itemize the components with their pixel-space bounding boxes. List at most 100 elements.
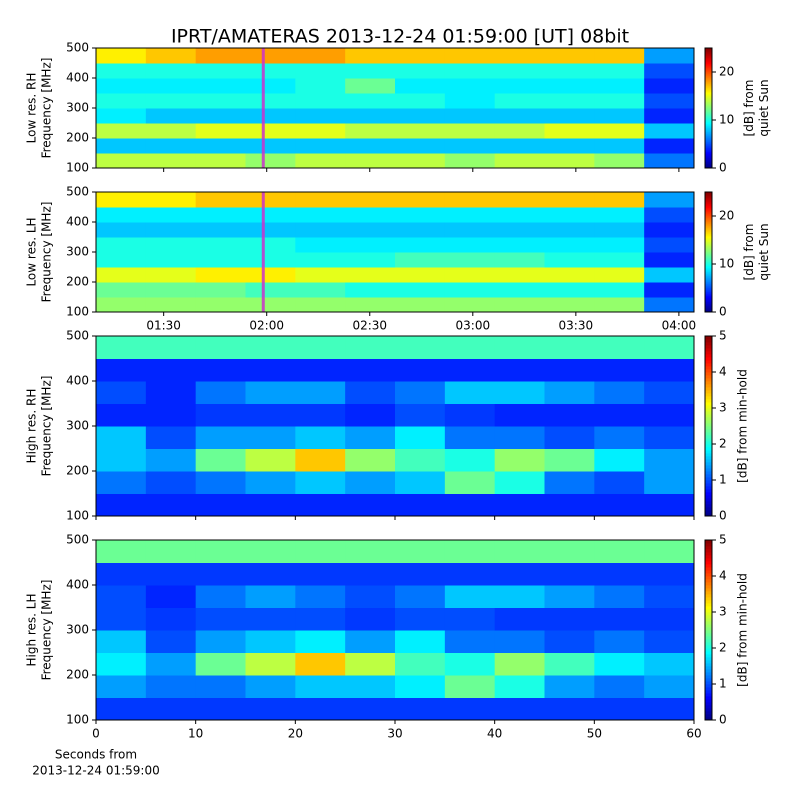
colorbar-step bbox=[705, 555, 712, 559]
heatmap-cell bbox=[544, 336, 595, 359]
colorbar-step bbox=[705, 393, 712, 397]
colorbar-step bbox=[705, 114, 712, 117]
heatmap-cell bbox=[594, 267, 645, 283]
heatmap-cell bbox=[245, 652, 296, 676]
heatmap-cell bbox=[444, 540, 496, 563]
heatmap-cell bbox=[544, 252, 595, 268]
colorbar-step bbox=[705, 280, 712, 283]
heatmap-cell bbox=[295, 540, 346, 563]
colorbar-step bbox=[705, 561, 712, 565]
heatmap-cell bbox=[444, 562, 496, 586]
y-tick-label: 200 bbox=[66, 275, 89, 289]
colorbar-step bbox=[705, 244, 712, 247]
heatmap-cell bbox=[245, 381, 296, 404]
heatmap-cell bbox=[96, 358, 147, 382]
colorbar-step bbox=[705, 597, 712, 601]
colorbar-step bbox=[705, 206, 712, 209]
colorbar-step bbox=[705, 70, 712, 73]
heatmap-cell bbox=[145, 471, 197, 494]
colorbar-tick-label: 4 bbox=[719, 569, 727, 583]
heatmap-cell bbox=[295, 562, 346, 586]
heatmap-cell bbox=[444, 652, 496, 676]
heatmap-cell bbox=[444, 237, 496, 253]
heatmap-cell bbox=[544, 585, 595, 608]
colorbar-step bbox=[705, 564, 712, 568]
heatmap-cell bbox=[195, 493, 246, 517]
heatmap-cell bbox=[195, 48, 246, 64]
colorbar-step bbox=[705, 262, 712, 265]
heatmap-cell bbox=[544, 222, 595, 238]
x-tick-label: 01:30 bbox=[146, 319, 181, 333]
colorbar-step bbox=[705, 603, 712, 607]
colorbar-step bbox=[705, 357, 712, 361]
colorbar-step bbox=[705, 204, 712, 207]
heatmap-cell bbox=[494, 493, 545, 517]
heatmap-cell bbox=[245, 336, 296, 359]
heatmap-cell bbox=[195, 78, 246, 94]
y-tick-label: 200 bbox=[66, 131, 89, 145]
heatmap-cell bbox=[96, 697, 147, 721]
heatmap-cell bbox=[444, 153, 496, 169]
colorbar-tick-label: 4 bbox=[719, 365, 727, 379]
colorbar-step bbox=[705, 642, 712, 646]
colorbar-step bbox=[705, 594, 712, 598]
heatmap-cell bbox=[96, 78, 147, 94]
heatmap-cell bbox=[96, 108, 147, 124]
heatmap-cell bbox=[195, 697, 246, 721]
colorbar-tick-label: 0 bbox=[719, 509, 727, 523]
heatmap-cell bbox=[145, 237, 197, 253]
heatmap-cell bbox=[544, 192, 595, 208]
heatmap-cell bbox=[345, 63, 396, 79]
heatmap-cell bbox=[444, 78, 496, 94]
heatmap-cell bbox=[145, 358, 197, 382]
heatmap-cell bbox=[295, 252, 346, 268]
heatmap-cell bbox=[544, 138, 595, 154]
heatmap-cell bbox=[594, 403, 645, 427]
colorbar-step bbox=[705, 246, 712, 249]
colorbar-step bbox=[705, 477, 712, 481]
heatmap-cell bbox=[295, 426, 346, 449]
heatmap-cell bbox=[195, 282, 246, 298]
heatmap-cell bbox=[594, 336, 645, 359]
colorbar-step bbox=[705, 351, 712, 355]
colorbar-step bbox=[705, 375, 712, 379]
colorbar-step bbox=[705, 387, 712, 391]
heatmap-cell bbox=[145, 607, 197, 631]
heatmap-cell bbox=[145, 630, 197, 653]
colorbar-tick-label: 5 bbox=[719, 533, 727, 547]
colorbar-step bbox=[705, 411, 712, 415]
y-axis-label: Frequency [MHz] bbox=[40, 376, 54, 477]
colorbar-step bbox=[705, 570, 712, 574]
colorbar-step bbox=[705, 224, 712, 227]
heatmap-cell bbox=[245, 252, 296, 268]
heatmap-cell bbox=[295, 336, 346, 359]
heatmap-cell bbox=[494, 336, 545, 359]
colorbar-step bbox=[705, 666, 712, 670]
heatmap-cell bbox=[145, 138, 197, 154]
colorbar-frame bbox=[704, 47, 713, 169]
heatmap-cell bbox=[544, 207, 595, 223]
colorbar-step bbox=[705, 507, 712, 511]
x-tick-label: 03:30 bbox=[559, 319, 594, 333]
heatmap-cell bbox=[145, 403, 197, 427]
heatmap-cell bbox=[195, 336, 246, 359]
colorbar-step bbox=[705, 120, 712, 123]
colorbar-step bbox=[705, 84, 712, 87]
heatmap-cell bbox=[494, 267, 545, 283]
heatmap-cell bbox=[96, 222, 147, 238]
colorbar-step bbox=[705, 543, 712, 547]
colorbar-step bbox=[705, 126, 712, 129]
heatmap-cell bbox=[494, 426, 545, 449]
colorbar-step bbox=[705, 513, 712, 517]
y-tick-label: 500 bbox=[66, 329, 89, 343]
heatmap-cell bbox=[345, 381, 396, 404]
heatmap-cell bbox=[245, 207, 296, 223]
heatmap-cell bbox=[494, 93, 545, 109]
heatmap-cell bbox=[145, 123, 197, 139]
colorbar-step bbox=[705, 447, 712, 451]
heatmap-cell bbox=[395, 336, 446, 359]
heatmap-cell bbox=[345, 448, 396, 472]
colorbar-step bbox=[705, 270, 712, 273]
heatmap-cell bbox=[594, 63, 645, 79]
heatmap-cell bbox=[345, 585, 396, 608]
